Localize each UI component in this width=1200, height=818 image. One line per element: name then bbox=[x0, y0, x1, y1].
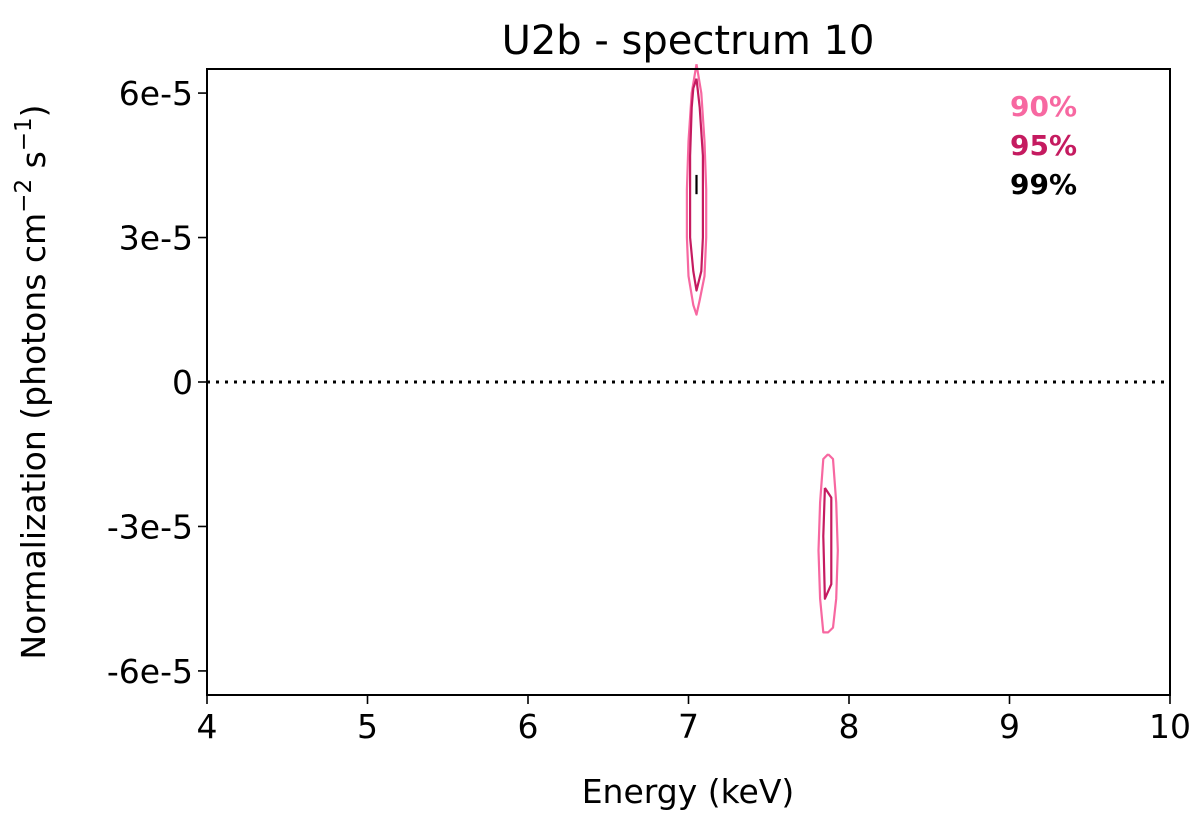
y-axis-label-end: ) bbox=[14, 104, 53, 117]
x-tick-label: 10 bbox=[1149, 707, 1191, 746]
y-axis-label-main: Normalization (photons cm bbox=[14, 213, 53, 660]
x-tick-label: 5 bbox=[357, 707, 378, 746]
y-tick-label: 3e-5 bbox=[119, 219, 193, 258]
x-tick-label: 4 bbox=[197, 707, 218, 746]
legend-entry-95: 95% bbox=[1010, 129, 1077, 162]
y-tick-label: -6e-5 bbox=[107, 652, 193, 691]
chart-title: U2b - spectrum 10 bbox=[502, 18, 875, 64]
contour-95-2 bbox=[822, 487, 833, 600]
y-axis: 6e-5 3e-5 0 -3e-5 -6e-5 bbox=[107, 74, 207, 691]
contour-95-1 bbox=[688, 78, 705, 292]
y-tick-label: 6e-5 bbox=[119, 74, 193, 113]
legend: 90% 95% 99% bbox=[1010, 90, 1077, 201]
x-tick-label: 9 bbox=[999, 707, 1020, 746]
y-axis-label-exponent-2: −1 bbox=[11, 117, 37, 151]
x-axis-label: Energy (keV) bbox=[582, 772, 795, 811]
x-tick-label: 7 bbox=[678, 707, 699, 746]
x-axis: 4 5 6 7 8 9 10 bbox=[197, 695, 1191, 746]
y-tick-label: -3e-5 bbox=[107, 507, 193, 546]
y-axis-label: Normalization (photons cm−2 s−1) bbox=[11, 104, 53, 659]
plot-area bbox=[207, 64, 1170, 634]
contour-90-2 bbox=[817, 453, 839, 634]
legend-entry-90: 90% bbox=[1010, 90, 1077, 123]
legend-entry-99: 99% bbox=[1010, 168, 1077, 201]
contour-90-1 bbox=[685, 64, 708, 316]
y-axis-label-mid: s bbox=[14, 151, 53, 179]
x-tick-label: 6 bbox=[518, 707, 539, 746]
x-tick-label: 8 bbox=[839, 707, 860, 746]
y-axis-label-exponent-1: −2 bbox=[11, 179, 37, 213]
y-tick-label: 0 bbox=[172, 363, 193, 402]
